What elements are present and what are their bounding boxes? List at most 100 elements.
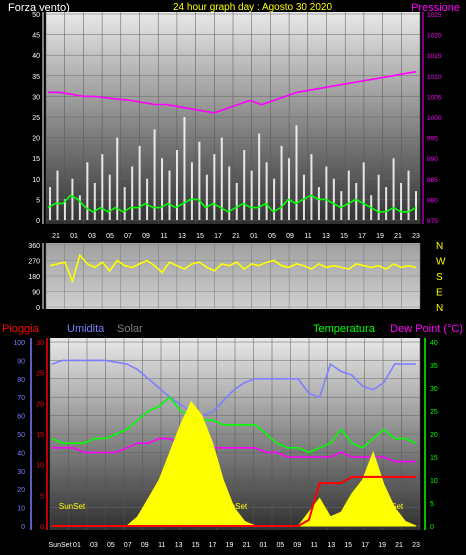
panel3-x-ticks: SunSet 01 03 05 07 09 11 13 15 17 19 21 01 05 09 11 13 15… xyxy=(49,542,420,549)
humidity-tick-label: 60 xyxy=(17,414,25,421)
sunset-label: SunSet xyxy=(221,502,248,511)
humidity-tick-label: 50 xyxy=(17,432,25,439)
dew-point-label: Dew Point (°C) xyxy=(390,323,463,335)
compass-tick-label: E xyxy=(436,288,443,299)
humidity-tick-label: 40 xyxy=(17,450,25,457)
x-tick-label: 05 xyxy=(106,233,114,240)
x-tick-label: 21 xyxy=(232,233,240,240)
humidity-tick-label: 100 xyxy=(13,340,25,347)
pressure-tick-label: 995 xyxy=(427,136,438,143)
x-tick-label: 21 xyxy=(52,233,60,240)
pressure-tick-label: 975 xyxy=(427,218,438,225)
pressure-tick-label: 1015 xyxy=(427,53,442,60)
x-tick-label: 09 xyxy=(142,233,150,240)
wind-axis-ticks: 0 5 10 15 20 25 30 35 40 45 50 xyxy=(32,12,44,225)
wind-tick-label: 15 xyxy=(32,156,40,163)
x-tick-label: 09 xyxy=(293,542,301,549)
x-tick-label: 13 xyxy=(322,233,330,240)
x-tick-label: 03 xyxy=(90,542,98,549)
rain-tick-label: 30 xyxy=(36,340,44,347)
x-tick-label: 05 xyxy=(276,542,284,549)
wind-tick-label: 0 xyxy=(36,218,40,225)
rain-line xyxy=(52,475,416,527)
wind-tick-label: 10 xyxy=(32,177,40,184)
temp-humidity-series xyxy=(51,359,417,527)
temperature-tick-label: 25 xyxy=(430,409,438,416)
direction-tick-label: 360 xyxy=(28,243,40,250)
x-tick-label: 09 xyxy=(286,233,294,240)
dew-point-line xyxy=(52,437,416,463)
humidity-tick-label: 30 xyxy=(17,469,25,476)
x-tick-label: 15 xyxy=(340,233,348,240)
pressure-tick-label: 985 xyxy=(427,177,438,184)
x-tick-label: 09 xyxy=(141,542,149,549)
pressure-label: Pressione xyxy=(411,2,460,14)
direction-tick-label: 0 xyxy=(36,305,40,312)
rain-tick-label: 20 xyxy=(36,401,44,408)
humidity-tick-label: 0 xyxy=(21,524,25,531)
wind-direction-line xyxy=(49,253,417,284)
x-tick-label: 05 xyxy=(268,233,276,240)
humidity-label: Umidita xyxy=(67,323,105,335)
temperature-tick-label: 20 xyxy=(430,432,438,439)
pressure-tick-label: 990 xyxy=(427,156,438,163)
x-tick-label: 23 xyxy=(412,542,420,549)
x-tick-label: 17 xyxy=(361,542,369,549)
graph-title: 24 hour graph day : Agosto 30 2020 xyxy=(173,2,332,13)
x-tick-label: 11 xyxy=(311,542,318,549)
panel1-x-ticks: 21 01 03 05 07 09 11 13 15 17 21 01 05 09 11 13 15 17 19 21… xyxy=(52,233,420,240)
x-tick-label: 01 xyxy=(260,542,268,549)
wind-direction-grid xyxy=(45,243,421,309)
x-tick-label: 15 xyxy=(344,542,352,549)
wind-tick-label: 30 xyxy=(32,94,40,101)
sunset-annotations: SunSet SunSet SunSet xyxy=(59,502,404,511)
x-tick-label: 13 xyxy=(327,542,335,549)
temperature-tick-label: 30 xyxy=(430,386,438,393)
pressure-tick-label: 1000 xyxy=(427,115,442,122)
x-tick-label: 11 xyxy=(304,233,311,240)
rain-axis-ticks: 0 5 10 15 20 25 30 xyxy=(36,338,48,531)
x-tick-label: 07 xyxy=(124,233,132,240)
rain-tick-label: 10 xyxy=(36,463,44,470)
direction-tick-label: 180 xyxy=(28,274,40,281)
humidity-tick-label: 90 xyxy=(17,358,25,365)
x-tick-label: 01 xyxy=(70,233,78,240)
x-tick-label: 17 xyxy=(358,233,366,240)
x-tick-label: 19 xyxy=(376,233,384,240)
pressure-tick-label: 1020 xyxy=(427,33,442,40)
x-tick-label: 15 xyxy=(192,542,200,549)
pressure-line xyxy=(48,70,417,114)
direction-tick-label: 270 xyxy=(28,259,40,266)
pressure-tick-label: 980 xyxy=(427,197,438,204)
compass-tick-label: W xyxy=(436,257,446,268)
wind-direction-series xyxy=(49,253,417,284)
temperature-tick-label: 0 xyxy=(430,524,434,531)
compass-tick-label: N xyxy=(436,241,443,252)
x-tick-label: 11 xyxy=(158,542,165,549)
wind-pressure-grid xyxy=(45,12,421,224)
humidity-tick-label: 10 xyxy=(17,506,25,513)
pressure-tick-label: 1025 xyxy=(427,12,442,19)
x-tick-label: 21 xyxy=(395,542,403,549)
wind-tick-label: 5 xyxy=(36,197,40,204)
x-tick-label: 01 xyxy=(73,542,81,549)
rain-tick-label: 5 xyxy=(40,493,44,500)
temperature-tick-label: 35 xyxy=(430,363,438,370)
sunset-label: SunSet xyxy=(377,502,404,511)
humidity-tick-label: 70 xyxy=(17,395,25,402)
temperature-label: Temperatura xyxy=(313,323,376,335)
sunset-label: SunSet xyxy=(59,502,86,511)
direction-tick-label: 90 xyxy=(32,290,40,297)
temperature-tick-label: 5 xyxy=(430,501,434,508)
temperature-tick-label: 10 xyxy=(430,478,438,485)
wind-tick-label: 40 xyxy=(32,53,40,60)
direction-degree-ticks: 0 90 180 270 360 xyxy=(28,243,44,312)
x-tick-label: 17 xyxy=(214,233,222,240)
temperature-tick-label: 15 xyxy=(430,455,438,462)
wind-tick-label: 45 xyxy=(32,33,40,40)
wind-label: Forza vento) xyxy=(8,2,70,14)
x-tick-label: 13 xyxy=(178,233,186,240)
x-tick-label: 13 xyxy=(175,542,183,549)
